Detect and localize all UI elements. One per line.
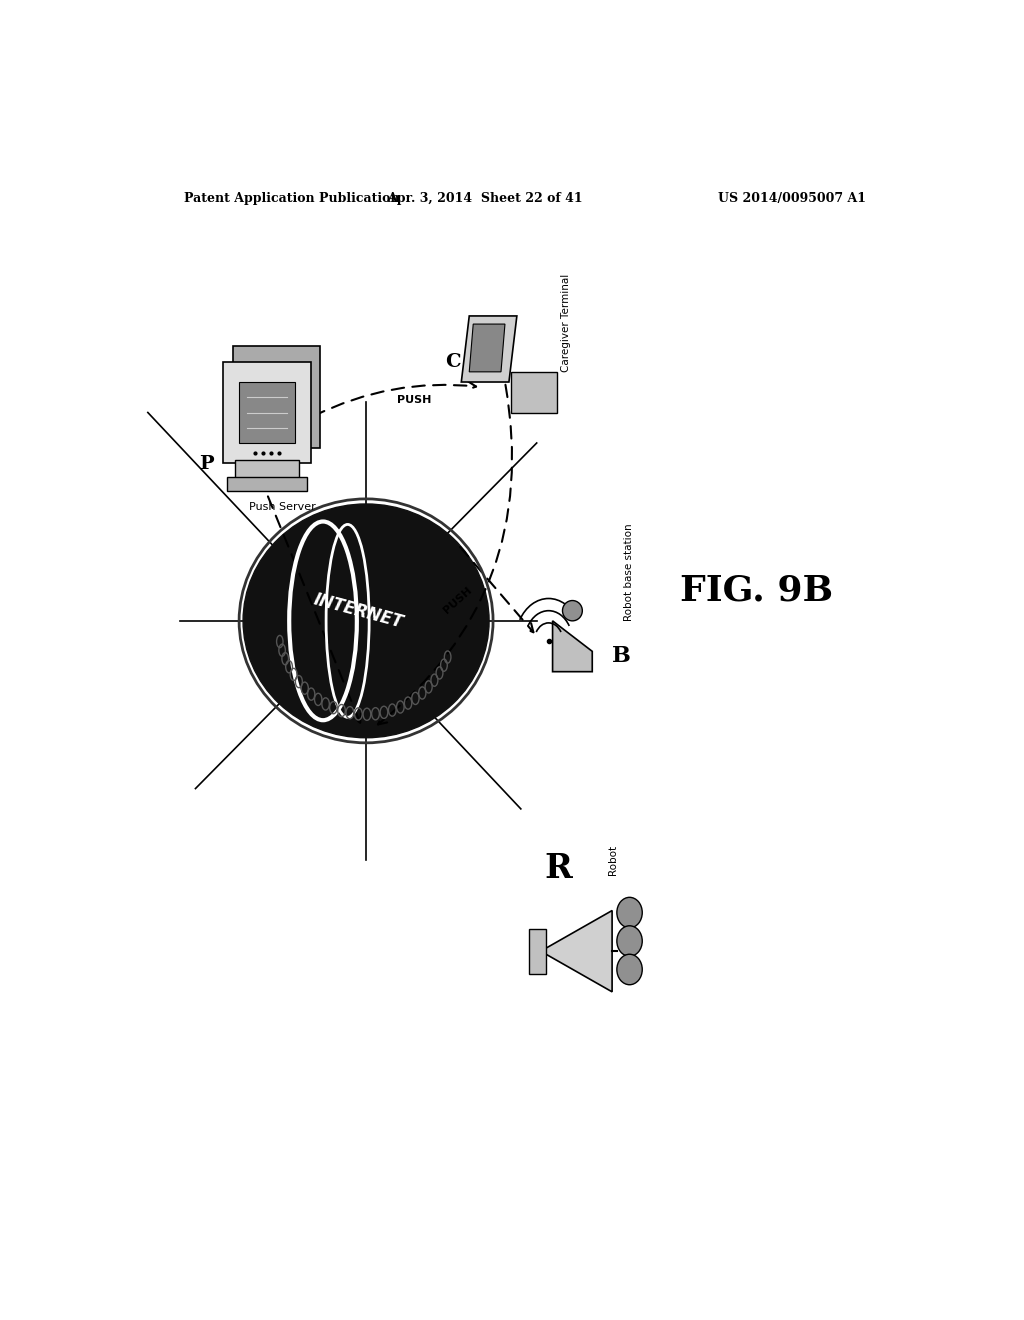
- Text: INTERNET: INTERNET: [311, 590, 404, 631]
- Text: PUSH: PUSH: [441, 585, 473, 615]
- Text: US 2014/0095007 A1: US 2014/0095007 A1: [718, 191, 866, 205]
- Ellipse shape: [616, 925, 642, 956]
- Polygon shape: [461, 315, 517, 381]
- Text: FIG. 9B: FIG. 9B: [680, 573, 833, 607]
- Ellipse shape: [562, 601, 583, 620]
- Polygon shape: [469, 325, 505, 372]
- Text: Robot base station: Robot base station: [624, 523, 634, 620]
- FancyBboxPatch shape: [239, 381, 295, 444]
- Polygon shape: [553, 620, 592, 672]
- FancyBboxPatch shape: [232, 346, 321, 447]
- Polygon shape: [541, 911, 612, 991]
- Text: R: R: [545, 853, 572, 886]
- Text: Robot: Robot: [608, 845, 618, 875]
- FancyBboxPatch shape: [227, 477, 306, 491]
- FancyBboxPatch shape: [223, 362, 310, 463]
- Ellipse shape: [616, 954, 642, 985]
- Ellipse shape: [616, 898, 642, 928]
- FancyBboxPatch shape: [528, 929, 546, 974]
- Text: Apr. 3, 2014  Sheet 22 of 41: Apr. 3, 2014 Sheet 22 of 41: [387, 191, 583, 205]
- FancyBboxPatch shape: [236, 461, 299, 479]
- Text: P: P: [200, 455, 214, 474]
- Text: Push Server: Push Server: [250, 502, 316, 512]
- Text: B: B: [612, 645, 631, 668]
- Text: Patent Application Publication: Patent Application Publication: [183, 191, 399, 205]
- Text: Caregiver Terminal: Caregiver Terminal: [560, 273, 570, 372]
- Text: C: C: [445, 352, 461, 371]
- Polygon shape: [511, 372, 557, 412]
- Ellipse shape: [243, 504, 489, 738]
- Text: PUSH: PUSH: [396, 395, 431, 405]
